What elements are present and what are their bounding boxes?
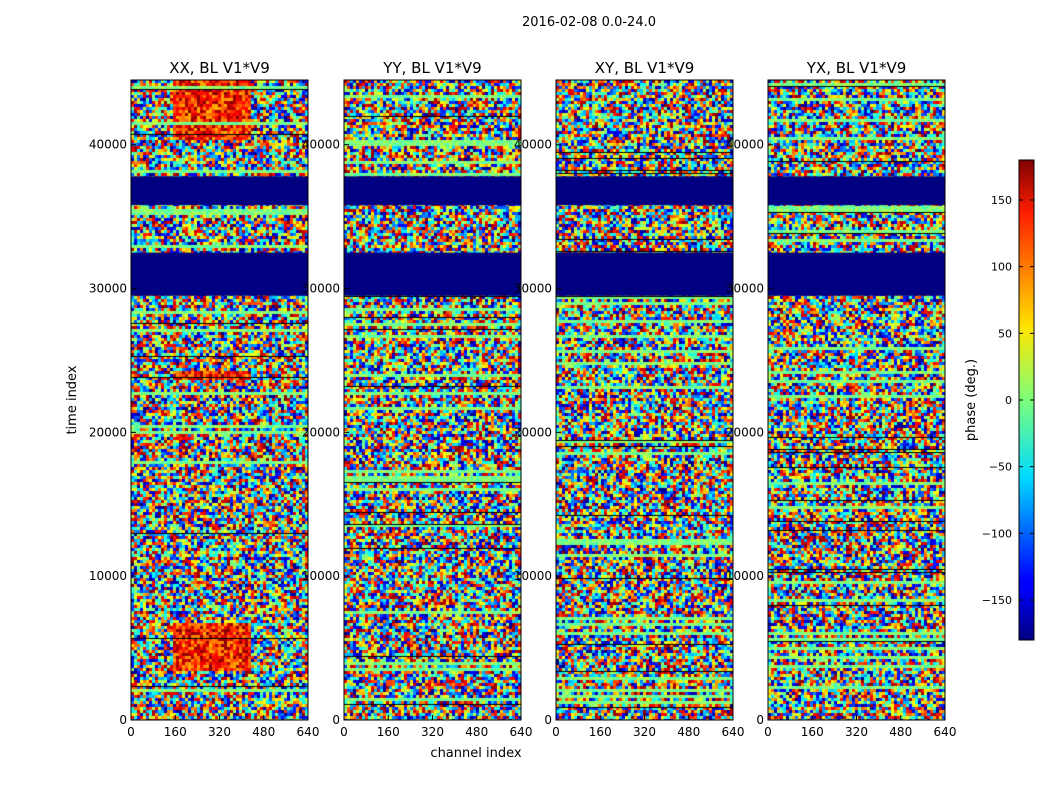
panel-3: XY, BL V1*V9 0 160 320 480 640 0 10000 20000 3000… <box>514 59 745 739</box>
y-tick-label: 0 <box>544 713 552 727</box>
y-axis-label: time index <box>65 365 80 434</box>
y-tick-label: 40000 <box>89 138 127 152</box>
panel-4: YX, BL V1*V9 0 160 320 480 640 0 10000 20000 3000… <box>726 59 957 739</box>
colorbar-ticks: −150 −100 −50 0 50 100 150 <box>982 194 1034 607</box>
colorbar-tick-label: −150 <box>982 594 1012 607</box>
colorbar-tick-label: −50 <box>989 461 1012 474</box>
y-tick-label: 20000 <box>89 425 127 439</box>
x-tick-label: 0 <box>340 725 348 739</box>
x-tick-label: 0 <box>127 725 135 739</box>
y-tick-label: 10000 <box>302 569 340 583</box>
x-tick-label: 160 <box>377 725 400 739</box>
y-tick-label: 10000 <box>89 569 127 583</box>
panel-title-1: XX, BL V1*V9 <box>169 59 270 77</box>
x-tick-label: 160 <box>589 725 612 739</box>
colorbar-tick-label: −100 <box>982 527 1012 540</box>
y-tick-label: 40000 <box>302 138 340 152</box>
x-tick-label: 0 <box>552 725 560 739</box>
panel-1: XX, BL V1*V9 0 160 320 480 640 0 10000 20000 3000… <box>89 59 320 739</box>
colorbar-tick-label: 0 <box>1005 394 1012 407</box>
colorbar-tick-label: 150 <box>991 194 1012 207</box>
x-tick-label: 160 <box>801 725 824 739</box>
x-tick-label: 640 <box>934 725 957 739</box>
x-tick-label: 480 <box>889 725 912 739</box>
x-axis-label: channel index <box>430 746 521 761</box>
heatmap-image-3 <box>556 80 733 720</box>
x-tick-label: 320 <box>208 725 231 739</box>
y-tick-label: 20000 <box>514 425 552 439</box>
y-tick-label: 10000 <box>514 569 552 583</box>
y-tick-label: 0 <box>756 713 764 727</box>
x-tick-label: 320 <box>633 725 656 739</box>
x-tick-label: 640 <box>297 725 320 739</box>
panel-title-2: YY, BL V1*V9 <box>382 59 481 77</box>
y-tick-label: 10000 <box>726 569 764 583</box>
x-tick-label: 320 <box>845 725 868 739</box>
x-tick-label: 0 <box>764 725 772 739</box>
y-tick-label: 20000 <box>726 425 764 439</box>
panel-title-4: YX, BL V1*V9 <box>806 59 907 77</box>
x-tick-label: 640 <box>510 725 533 739</box>
x-tick-label: 160 <box>164 725 187 739</box>
panel-title-3: XY, BL V1*V9 <box>595 59 695 77</box>
y-tick-label: 30000 <box>89 282 127 296</box>
colorbar-tick-label: 50 <box>998 327 1012 340</box>
x-tick-label: 640 <box>722 725 745 739</box>
x-tick-label: 480 <box>252 725 275 739</box>
y-tick-label: 0 <box>119 713 127 727</box>
heatmap-image-1 <box>131 80 308 720</box>
x-tick-label: 480 <box>677 725 700 739</box>
colorbar: −150 −100 −50 0 50 100 150 phase (deg.) <box>964 159 1035 641</box>
figure-title: 2016-02-08 0.0-24.0 <box>522 15 656 30</box>
y-tick-label: 0 <box>332 713 340 727</box>
y-tick-label: 40000 <box>514 138 552 152</box>
colorbar-tick-label: 100 <box>991 261 1012 274</box>
heatmap-panels: XX, BL V1*V9 0 160 320 480 640 0 10000 20000 3000… <box>89 59 957 739</box>
colorbar-label: phase (deg.) <box>964 359 979 441</box>
heatmap-image-2 <box>344 80 521 720</box>
y-tick-label: 20000 <box>302 425 340 439</box>
x-tick-label: 480 <box>465 725 488 739</box>
x-tick-label: 320 <box>421 725 444 739</box>
y-tick-label: 30000 <box>302 282 340 296</box>
panel-2: YY, BL V1*V9 0 160 320 480 640 0 10000 20000 3000… <box>302 59 533 739</box>
y-tick-label: 30000 <box>726 282 764 296</box>
y-tick-label: 40000 <box>726 138 764 152</box>
heatmap-image-4 <box>768 80 945 720</box>
y-tick-label: 30000 <box>514 282 552 296</box>
